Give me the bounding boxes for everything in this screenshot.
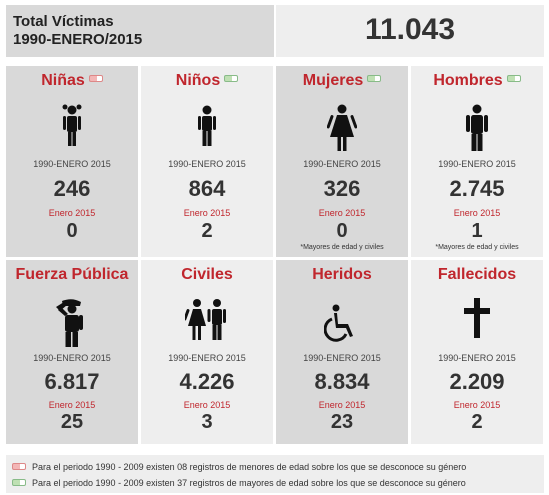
- wheelchair-icon: [276, 298, 408, 346]
- soldier-salute-icon: [6, 298, 138, 347]
- period-label: 1990-ENERO 2015: [33, 353, 111, 363]
- card-note: *Mayores de edad y civiles: [435, 244, 519, 251]
- card-title: Fallecidos: [411, 260, 543, 290]
- footnote-adults: Para el periodo 1990 - 2009 existen 37 r…: [12, 476, 544, 492]
- month-value: 2: [201, 220, 213, 242]
- card-body: 1990-ENERO 2015 246 Enero 2015 0: [6, 96, 138, 257]
- civilians-icon: [141, 298, 273, 346]
- period-label: 1990-ENERO 2015: [168, 353, 246, 363]
- period-value: 8.834: [314, 369, 370, 394]
- card-body: 1990-ENERO 2015 864 Enero 2015 2: [141, 96, 273, 257]
- card-title: Hombres: [411, 66, 543, 96]
- period-value: 6.817: [44, 369, 100, 394]
- card-fallecidos: Fallecidos 1990-ENERO 2015 2.209 Enero 2…: [411, 260, 543, 444]
- card-note: *Mayores de edad y civiles: [300, 244, 384, 251]
- woman-icon: [276, 104, 408, 152]
- month-label: Enero 2015: [453, 208, 501, 218]
- card-title: Fuerza Pública: [6, 260, 138, 290]
- green-tag-icon: [506, 75, 521, 83]
- summary-title-box: Total Víctimas 1990-ENERO/2015: [6, 5, 274, 57]
- period-value: 326: [323, 176, 361, 201]
- month-value: 3: [201, 411, 213, 433]
- card-title: Civiles: [141, 260, 273, 290]
- period-label: 1990-ENERO 2015: [168, 159, 246, 169]
- card-title: Niñas: [6, 66, 138, 96]
- summary-total: 11.043: [364, 13, 456, 46]
- period-value: 4.226: [179, 369, 235, 394]
- red-tag-icon: [88, 75, 103, 83]
- period-value: 864: [188, 176, 226, 201]
- month-value: 23: [330, 411, 354, 433]
- period-label: 1990-ENERO 2015: [438, 159, 516, 169]
- cross-icon: [411, 298, 543, 346]
- red-tag-icon: [12, 463, 26, 471]
- card-fuerza-publica: Fuerza Pública 1990-ENERO 2015 6.817 Ene…: [6, 260, 138, 444]
- period-value: 2.209: [449, 369, 505, 394]
- card-title: Heridos: [276, 260, 408, 290]
- month-value: 0: [66, 220, 78, 242]
- green-tag-icon: [367, 75, 382, 83]
- period-value: 2.745: [449, 176, 505, 201]
- summary-title: Total Víctimas: [13, 13, 114, 30]
- card-body: 1990-ENERO 2015 2.209 Enero 2015 2: [411, 290, 543, 444]
- month-label: Enero 2015: [48, 400, 96, 410]
- month-label: Enero 2015: [318, 208, 366, 218]
- summary-header: Total Víctimas 1990-ENERO/2015 11.043: [6, 5, 544, 57]
- girl-icon: [6, 104, 138, 152]
- month-label: Enero 2015: [183, 208, 231, 218]
- month-label: Enero 2015: [453, 400, 501, 410]
- green-tag-icon: [12, 479, 26, 487]
- period-label: 1990-ENERO 2015: [33, 159, 111, 169]
- month-value: 0: [336, 220, 348, 242]
- card-body: 1990-ENERO 2015 8.834 Enero 2015 23: [276, 290, 408, 444]
- card-ninos: Niños 1990-ENERO 2015 864 Enero 2015 2: [141, 66, 273, 257]
- man-icon: [411, 104, 543, 152]
- period-label: 1990-ENERO 2015: [438, 353, 516, 363]
- month-value: 25: [60, 411, 84, 433]
- month-value: 1: [471, 220, 483, 242]
- summary-total-box: 11.043: [276, 5, 544, 57]
- month-label: Enero 2015: [318, 400, 366, 410]
- card-body: 1990-ENERO 2015 2.745 Enero 2015 1 *Mayo…: [411, 96, 543, 257]
- month-label: Enero 2015: [48, 208, 96, 218]
- month-label: Enero 2015: [183, 400, 231, 410]
- card-body: 1990-ENERO 2015 4.226 Enero 2015 3: [141, 290, 273, 444]
- period-label: 1990-ENERO 2015: [303, 353, 381, 363]
- card-civiles: Civiles 1990-ENERO 2015 4.226 Enero 2015…: [141, 260, 273, 444]
- green-tag-icon: [224, 75, 239, 83]
- card-hombres: Hombres 1990-ENERO 2015 2.745 Enero 2015…: [411, 66, 543, 257]
- footnotes: Para el periodo 1990 - 2009 existen 08 r…: [6, 455, 544, 493]
- card-body: 1990-ENERO 2015 326 Enero 2015 0 *Mayore…: [276, 96, 408, 257]
- card-ninas: Niñas 1990-ENERO 2015 246 Enero 2015 0: [6, 66, 138, 257]
- card-mujeres: Mujeres 1990-ENERO 2015 326 Enero 2015 0…: [276, 66, 408, 257]
- boy-icon: [141, 104, 273, 152]
- card-heridos: Heridos 1990-ENERO 2015 8.834 Enero 2015…: [276, 260, 408, 444]
- card-title: Niños: [141, 66, 273, 96]
- period-value: 246: [53, 176, 91, 201]
- card-body: 1990-ENERO 2015 6.817 Enero 2015 25: [6, 290, 138, 444]
- period-label: 1990-ENERO 2015: [303, 159, 381, 169]
- card-title: Mujeres: [276, 66, 408, 96]
- month-value: 2: [471, 411, 483, 433]
- footnote-minors: Para el periodo 1990 - 2009 existen 08 r…: [12, 460, 544, 476]
- summary-period: 1990-ENERO/2015: [13, 31, 143, 48]
